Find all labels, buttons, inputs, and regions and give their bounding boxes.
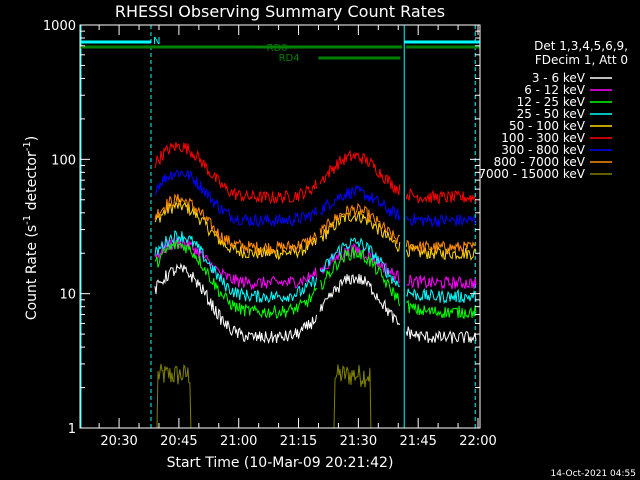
y-axis-label-pre: Count Rate (s [24, 225, 40, 320]
series-line [319, 246, 401, 307]
legend-header-line-1: Det 1,3,4,5,6,9, [534, 39, 628, 53]
legend-label: 100 - 300 keV [501, 131, 585, 145]
y-axis-label: Count Rate (s-1 detector-1) [22, 136, 40, 320]
legend: Det 1,3,4,5,6,9, FDecim 1, Att 0 3 - 6 k… [478, 39, 628, 181]
x-tick-label: 20:45 [160, 434, 197, 449]
legend-header-line-2: FDecim 1, Att 0 [535, 53, 628, 67]
series-line [406, 287, 477, 305]
legend-label: 800 - 7000 keV [494, 155, 586, 169]
x-tick-label: 20:30 [100, 434, 137, 449]
series-line [405, 239, 477, 254]
series-line [154, 239, 317, 319]
axes: 1 10 100 1000 20:30 20:45 21:00 21:15 21:30 21:45… [43, 19, 497, 449]
legend-label: 25 - 50 keV [517, 107, 586, 121]
x-axis-label: Start Time (10-Mar-09 20:21:42) [167, 455, 394, 471]
series-line [406, 274, 477, 290]
series-line [406, 299, 477, 320]
series-line [319, 185, 401, 221]
series-line [154, 141, 317, 205]
legend-label: 6 - 12 keV [524, 83, 586, 97]
series-line [319, 273, 401, 326]
legend-label: 12 - 25 keV [517, 95, 586, 109]
y-axis-label-mid: detector [24, 151, 40, 215]
legend-label: 50 - 100 keV [509, 119, 586, 133]
x-tick-label: 21:00 [220, 434, 257, 449]
series-line [154, 168, 317, 228]
band-label-rd4: RD4 [279, 53, 300, 64]
series-line [154, 193, 317, 256]
series-line [319, 149, 401, 196]
y-tick-label: 1000 [43, 19, 76, 34]
series-line [405, 188, 477, 205]
series-line [319, 202, 400, 245]
x-tick-label: 21:30 [340, 434, 377, 449]
band-label-n: N [153, 36, 160, 47]
chart-title: RHESSI Observing Summary Count Rates [115, 2, 445, 21]
y-axis-label-sup1: -1 [22, 215, 33, 225]
y-tick-label: 100 [51, 153, 76, 168]
series-line [154, 230, 317, 303]
legend-label: 3 - 6 keV [532, 71, 586, 85]
x-tick-label: 21:15 [280, 434, 317, 449]
series-line [405, 326, 477, 344]
legend-label: 7000 - 15000 keV [478, 167, 585, 181]
x-tick-label: 21:45 [399, 434, 436, 449]
plot-frame [79, 24, 481, 429]
legend-label: 300 - 800 keV [501, 143, 585, 157]
x-tick-label: 22:00 [459, 434, 496, 449]
y-tick-label: 10 [59, 288, 76, 303]
y-axis-label-sup2: -1 [22, 141, 33, 151]
y-tick-label: 1 [68, 422, 76, 437]
y-axis-label-post: ) [24, 136, 40, 141]
band-label-rd0: RD0 [267, 43, 288, 54]
timestamp: 14-Oct-2021 04:55 [551, 469, 636, 479]
series-line [319, 237, 401, 288]
series-line [405, 213, 477, 228]
series-line [154, 262, 317, 345]
